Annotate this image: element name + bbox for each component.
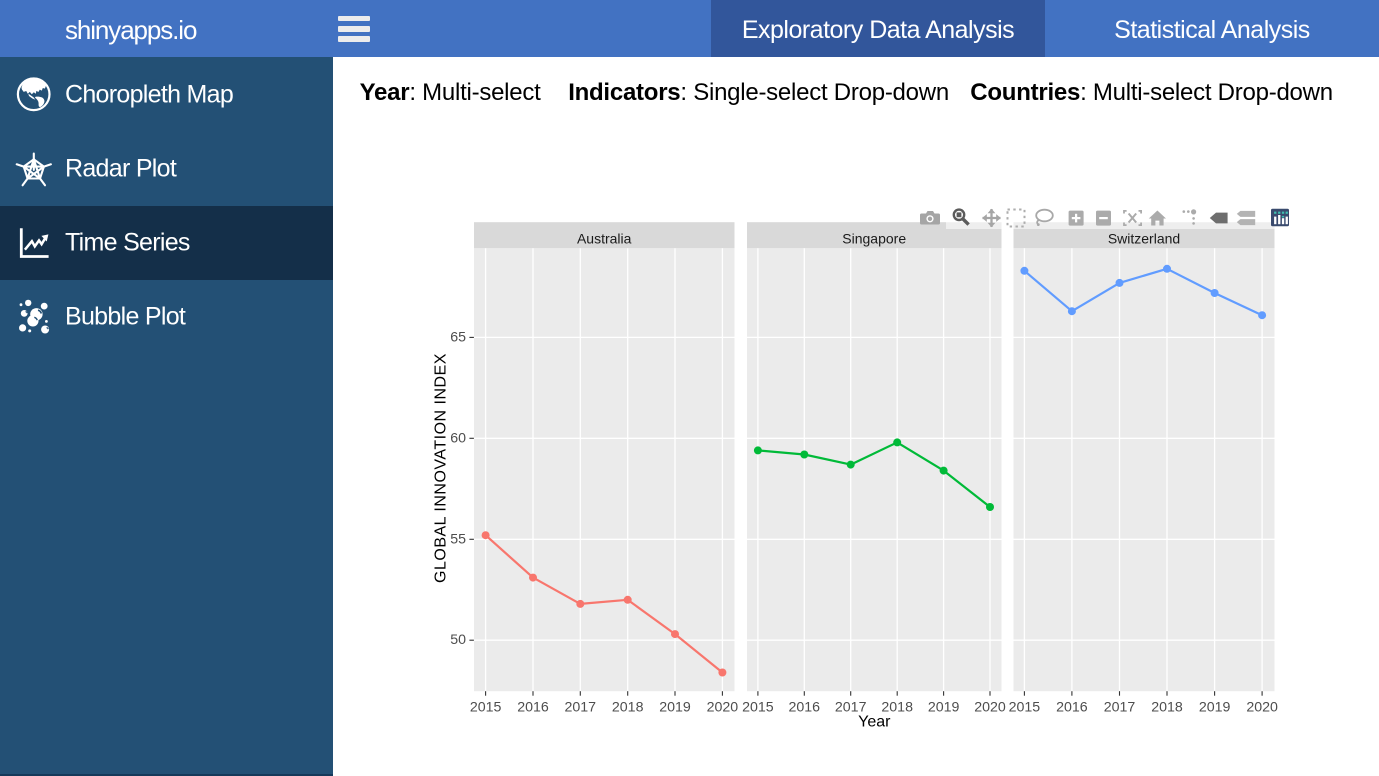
svg-text:Australia: Australia <box>577 231 632 247</box>
svg-text:2018: 2018 <box>881 700 913 716</box>
svg-text:2017: 2017 <box>835 700 867 716</box>
svg-text:2020: 2020 <box>974 700 1006 716</box>
svg-text:2018: 2018 <box>1151 700 1183 716</box>
svg-text:Switzerland: Switzerland <box>1108 231 1180 247</box>
svg-text:GLOBAL INNOVATION INDEX: GLOBAL INNOVATION INDEX <box>433 353 450 583</box>
svg-text:2015: 2015 <box>1009 700 1041 716</box>
svg-text:2019: 2019 <box>659 700 691 716</box>
svg-text:Year: Year <box>858 714 891 731</box>
svg-text:2016: 2016 <box>1056 700 1088 716</box>
svg-text:2016: 2016 <box>789 700 821 716</box>
svg-text:2017: 2017 <box>1104 700 1136 716</box>
svg-text:2019: 2019 <box>928 700 960 716</box>
svg-text:2015: 2015 <box>470 700 502 716</box>
svg-text:2015: 2015 <box>742 700 774 716</box>
svg-text:55: 55 <box>450 531 466 547</box>
svg-text:2018: 2018 <box>612 700 644 716</box>
svg-text:50: 50 <box>450 632 466 648</box>
svg-text:2020: 2020 <box>1246 700 1278 716</box>
svg-text:2017: 2017 <box>565 700 597 716</box>
svg-text:2016: 2016 <box>517 700 549 716</box>
svg-text:2020: 2020 <box>707 700 739 716</box>
svg-text:Singapore: Singapore <box>842 231 906 247</box>
svg-text:2019: 2019 <box>1199 700 1231 716</box>
svg-text:65: 65 <box>450 329 466 345</box>
svg-text:60: 60 <box>450 430 466 446</box>
